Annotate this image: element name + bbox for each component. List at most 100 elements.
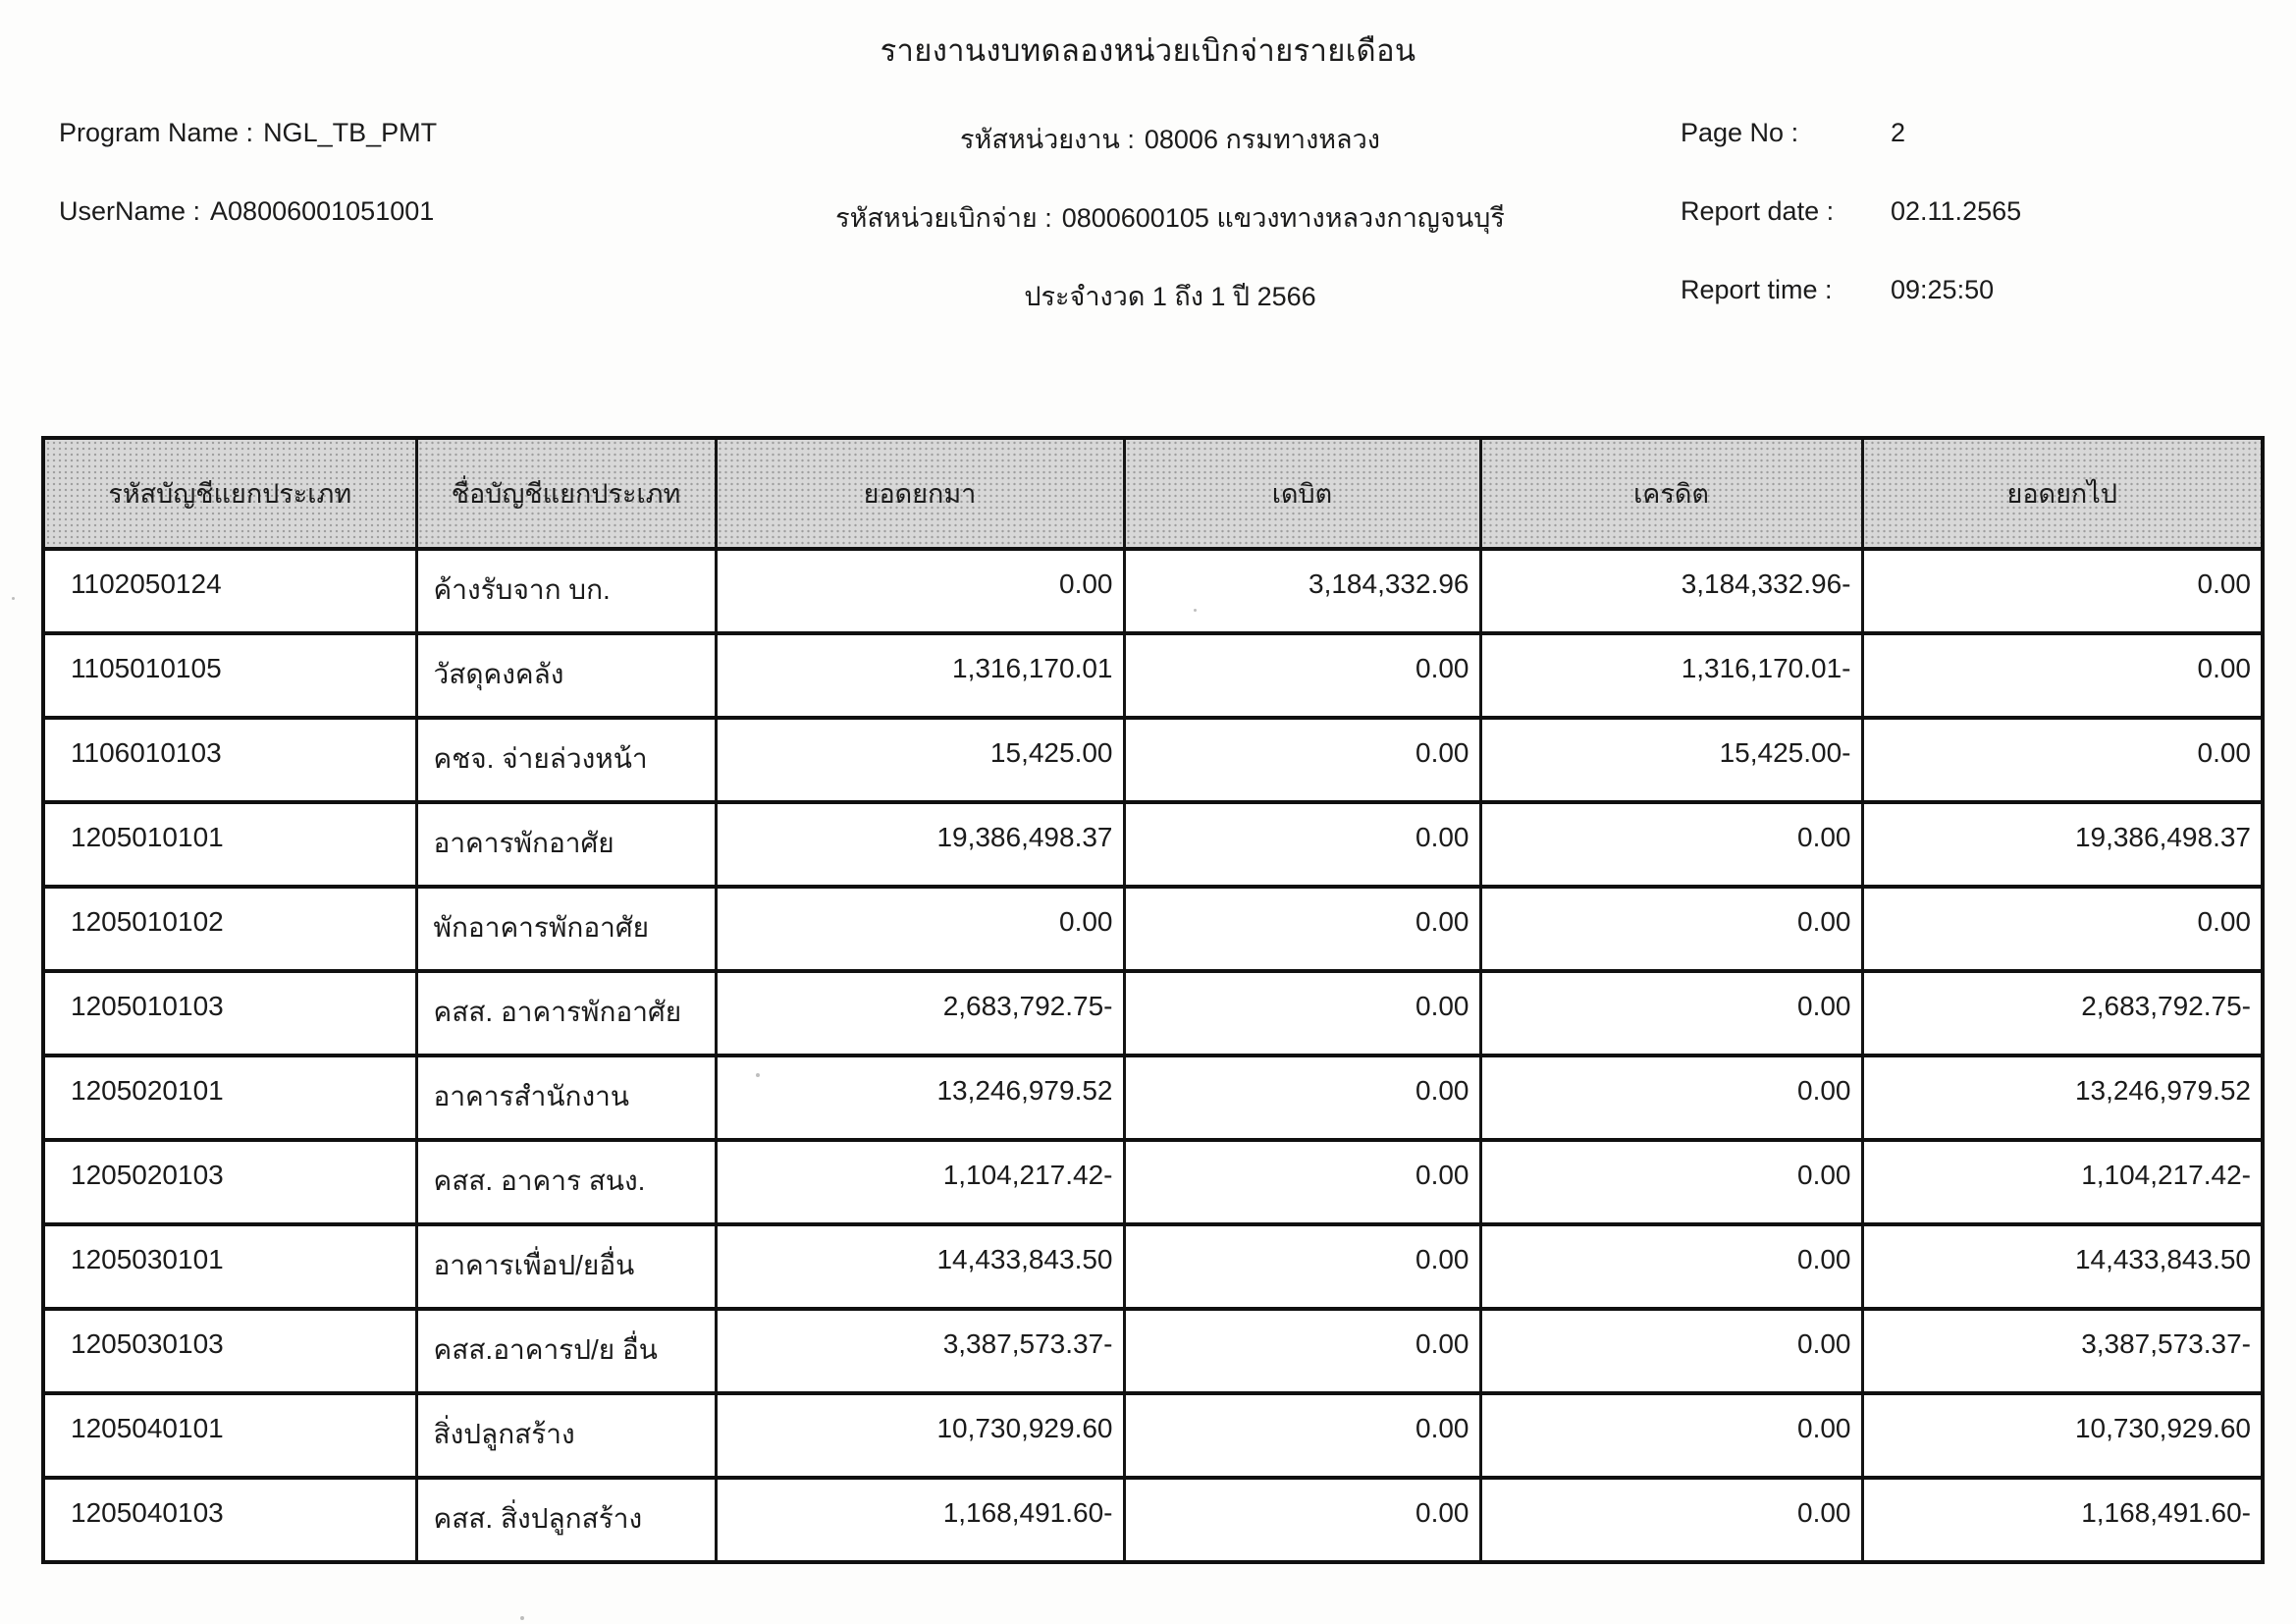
- debit-cell: 0.00: [1122, 716, 1482, 804]
- account-code-cell: 1205040101: [41, 1391, 418, 1480]
- opening-balance-cell: 0.00: [714, 885, 1126, 973]
- closing-balance-cell: 1,104,217.42-: [1860, 1138, 2265, 1226]
- username-label: UserName :: [59, 196, 201, 226]
- opening-balance-cell: 0.00: [714, 547, 1126, 635]
- scan-artifact-dot: [1194, 609, 1197, 612]
- account-code-cell: 1205030101: [41, 1222, 418, 1311]
- closing-balance-cell: 1,168,491.60-: [1860, 1476, 2265, 1564]
- table-row: 1205010103 คสส. อาคารพักอาศัย 2,683,792.75…: [41, 969, 2265, 1057]
- report-time-label: Report time :: [1681, 275, 1833, 304]
- account-code-cell: 1205010103: [41, 969, 418, 1057]
- col-header-debit: เดบิต: [1122, 436, 1482, 551]
- agency-code-line: รหัสหน่วยงาน : 08006 กรมทางหลวง: [687, 118, 1653, 196]
- account-name-cell: คชจ. จ่ายล่วงหน้า: [414, 716, 718, 804]
- report-date-line: Report date : 02.11.2565: [1653, 196, 2296, 275]
- disbursement-code-label: รหัสหน่วยเบิกจ่าย :: [835, 203, 1052, 233]
- debit-cell: 0.00: [1122, 1138, 1482, 1226]
- credit-cell: 1,316,170.01-: [1478, 631, 1864, 720]
- table-row: 1106010103 คชจ. จ่ายล่วงหน้า 15,425.00 0.00…: [41, 716, 2265, 804]
- closing-balance-cell: 0.00: [1860, 631, 2265, 720]
- credit-cell: 0.00: [1478, 800, 1864, 889]
- account-name-cell: คสส. อาคารพักอาศัย: [414, 969, 718, 1057]
- page-no-label: Page No :: [1681, 118, 1799, 147]
- header-spacer: [0, 275, 687, 353]
- account-name-cell: อาคารสำนักงาน: [414, 1054, 718, 1142]
- account-code-cell: 1205010102: [41, 885, 418, 973]
- account-name-cell: คสส. สิ่งปลูกสร้าง: [414, 1476, 718, 1564]
- table-header-row: รหัสบัญชีแยกประเภท ชื่อบัญชีแยกประเภท ยอ…: [41, 436, 2265, 551]
- credit-cell: 0.00: [1478, 1307, 1864, 1395]
- table-row: 1205020101 อาคารสำนักงาน 13,246,979.52 0.00…: [41, 1054, 2265, 1142]
- col-header-opening-balance: ยอดยกมา: [714, 436, 1126, 551]
- debit-cell: 0.00: [1122, 1391, 1482, 1480]
- scan-artifact-dot: [12, 597, 15, 600]
- opening-balance-cell: 15,425.00: [714, 716, 1126, 804]
- account-name-cell: คสส. อาคาร สนง.: [414, 1138, 718, 1226]
- closing-balance-cell: 0.00: [1860, 547, 2265, 635]
- credit-cell: 0.00: [1478, 1054, 1864, 1142]
- closing-balance-cell: 19,386,498.37: [1860, 800, 2265, 889]
- account-name-cell: พักอาคารพักอาศัย: [414, 885, 718, 973]
- opening-balance-cell: 14,433,843.50: [714, 1222, 1126, 1311]
- agency-code-label: รหัสหน่วยงาน :: [960, 125, 1135, 154]
- report-time-line: Report time : 09:25:50: [1653, 275, 2296, 353]
- closing-balance-cell: 10,730,929.60: [1860, 1391, 2265, 1480]
- account-name-cell: ค้างรับจาก บก.: [414, 547, 718, 635]
- report-time-value: 09:25:50: [1891, 275, 1995, 304]
- report-title: รายงานงบทดลองหน่วยเบิกจ่ายรายเดือน: [880, 33, 1416, 68]
- account-name-cell: สิ่งปลูกสร้าง: [414, 1391, 718, 1480]
- debit-cell: 3,184,332.96: [1122, 547, 1482, 635]
- debit-cell: 0.00: [1122, 800, 1482, 889]
- report-date-label: Report date :: [1681, 196, 1835, 226]
- page-no-line: Page No : 2: [1653, 118, 2296, 196]
- page-no-value: 2: [1891, 118, 1906, 147]
- program-name-value: NGL_TB_PMT: [263, 118, 438, 147]
- account-code-cell: 1205020103: [41, 1138, 418, 1226]
- table-row: 1102050124 ค้างรับจาก บก. 0.00 3,184,332.96…: [41, 547, 2265, 635]
- account-name-cell: อาคารเพื่อป/ยอื่น: [414, 1222, 718, 1311]
- debit-cell: 0.00: [1122, 885, 1482, 973]
- table-row: 1205010102 พักอาคารพักอาศัย 0.00 0.00 0.00 0.…: [41, 885, 2265, 973]
- account-name-cell: อาคารพักอาศัย: [414, 800, 718, 889]
- table-row: 1205040101 สิ่งปลูกสร้าง 10,730,929.60 0.00…: [41, 1391, 2265, 1480]
- period-line: ประจำงวด 1 ถึง 1 ปี 2566: [1024, 282, 1316, 311]
- table-row: 1205020103 คสส. อาคาร สนง. 1,104,217.42- 0.…: [41, 1138, 2265, 1226]
- scan-artifact-dot: [756, 1073, 760, 1077]
- disbursement-code-value: 0800600105 แขวงทางหลวงกาญจนบุรี: [1061, 203, 1505, 233]
- credit-cell: 3,184,332.96-: [1478, 547, 1864, 635]
- opening-balance-cell: 3,387,573.37-: [714, 1307, 1126, 1395]
- credit-cell: 0.00: [1478, 1138, 1864, 1226]
- credit-cell: 15,425.00-: [1478, 716, 1864, 804]
- table-row: 1205030101 อาคารเพื่อป/ยอื่น 14,433,843.50…: [41, 1222, 2265, 1311]
- closing-balance-cell: 3,387,573.37-: [1860, 1307, 2265, 1395]
- closing-balance-cell: 13,246,979.52: [1860, 1054, 2265, 1142]
- opening-balance-cell: 10,730,929.60: [714, 1391, 1126, 1480]
- table-row: 1105010105 วัสดุคงคลัง 1,316,170.01 0.00 1,3…: [41, 631, 2265, 720]
- account-code-cell: 1205020101: [41, 1054, 418, 1142]
- account-code-cell: 1205040103: [41, 1476, 418, 1564]
- username-line: UserName : A08006001051001: [0, 196, 687, 275]
- opening-balance-cell: 1,316,170.01: [714, 631, 1126, 720]
- table-row: 1205040103 คสส. สิ่งปลูกสร้าง 1,168,491.60…: [41, 1476, 2265, 1564]
- closing-balance-cell: 14,433,843.50: [1860, 1222, 2265, 1311]
- col-header-credit: เครดิต: [1478, 436, 1864, 551]
- disbursement-code-line: รหัสหน่วยเบิกจ่าย : 0800600105 แขวงทางหลว…: [687, 196, 1653, 275]
- credit-cell: 0.00: [1478, 1222, 1864, 1311]
- table-row: 1205030103 คสส.อาคารป/ย อื่น 3,387,573.37-…: [41, 1307, 2265, 1395]
- debit-cell: 0.00: [1122, 631, 1482, 720]
- agency-code-value: 08006 กรมทางหลวง: [1144, 125, 1380, 154]
- debit-cell: 0.00: [1122, 969, 1482, 1057]
- table-row: 1205010101 อาคารพักอาศัย 19,386,498.37 0.00…: [41, 800, 2265, 889]
- credit-cell: 0.00: [1478, 969, 1864, 1057]
- opening-balance-cell: 19,386,498.37: [714, 800, 1126, 889]
- program-name-line: Program Name : NGL_TB_PMT: [0, 118, 687, 196]
- credit-cell: 0.00: [1478, 885, 1864, 973]
- scan-artifact-dot: [520, 1616, 524, 1620]
- opening-balance-cell: 1,168,491.60-: [714, 1476, 1126, 1564]
- col-header-account-code: รหัสบัญชีแยกประเภท: [41, 436, 418, 551]
- opening-balance-cell: 1,104,217.42-: [714, 1138, 1126, 1226]
- report-date-value: 02.11.2565: [1891, 196, 2022, 226]
- account-name-cell: คสส.อาคารป/ย อื่น: [414, 1307, 718, 1395]
- trial-balance-table: รหัสบัญชีแยกประเภท ชื่อบัญชีแยกประเภท ยอ…: [41, 436, 2265, 1564]
- program-name-label: Program Name :: [59, 118, 254, 147]
